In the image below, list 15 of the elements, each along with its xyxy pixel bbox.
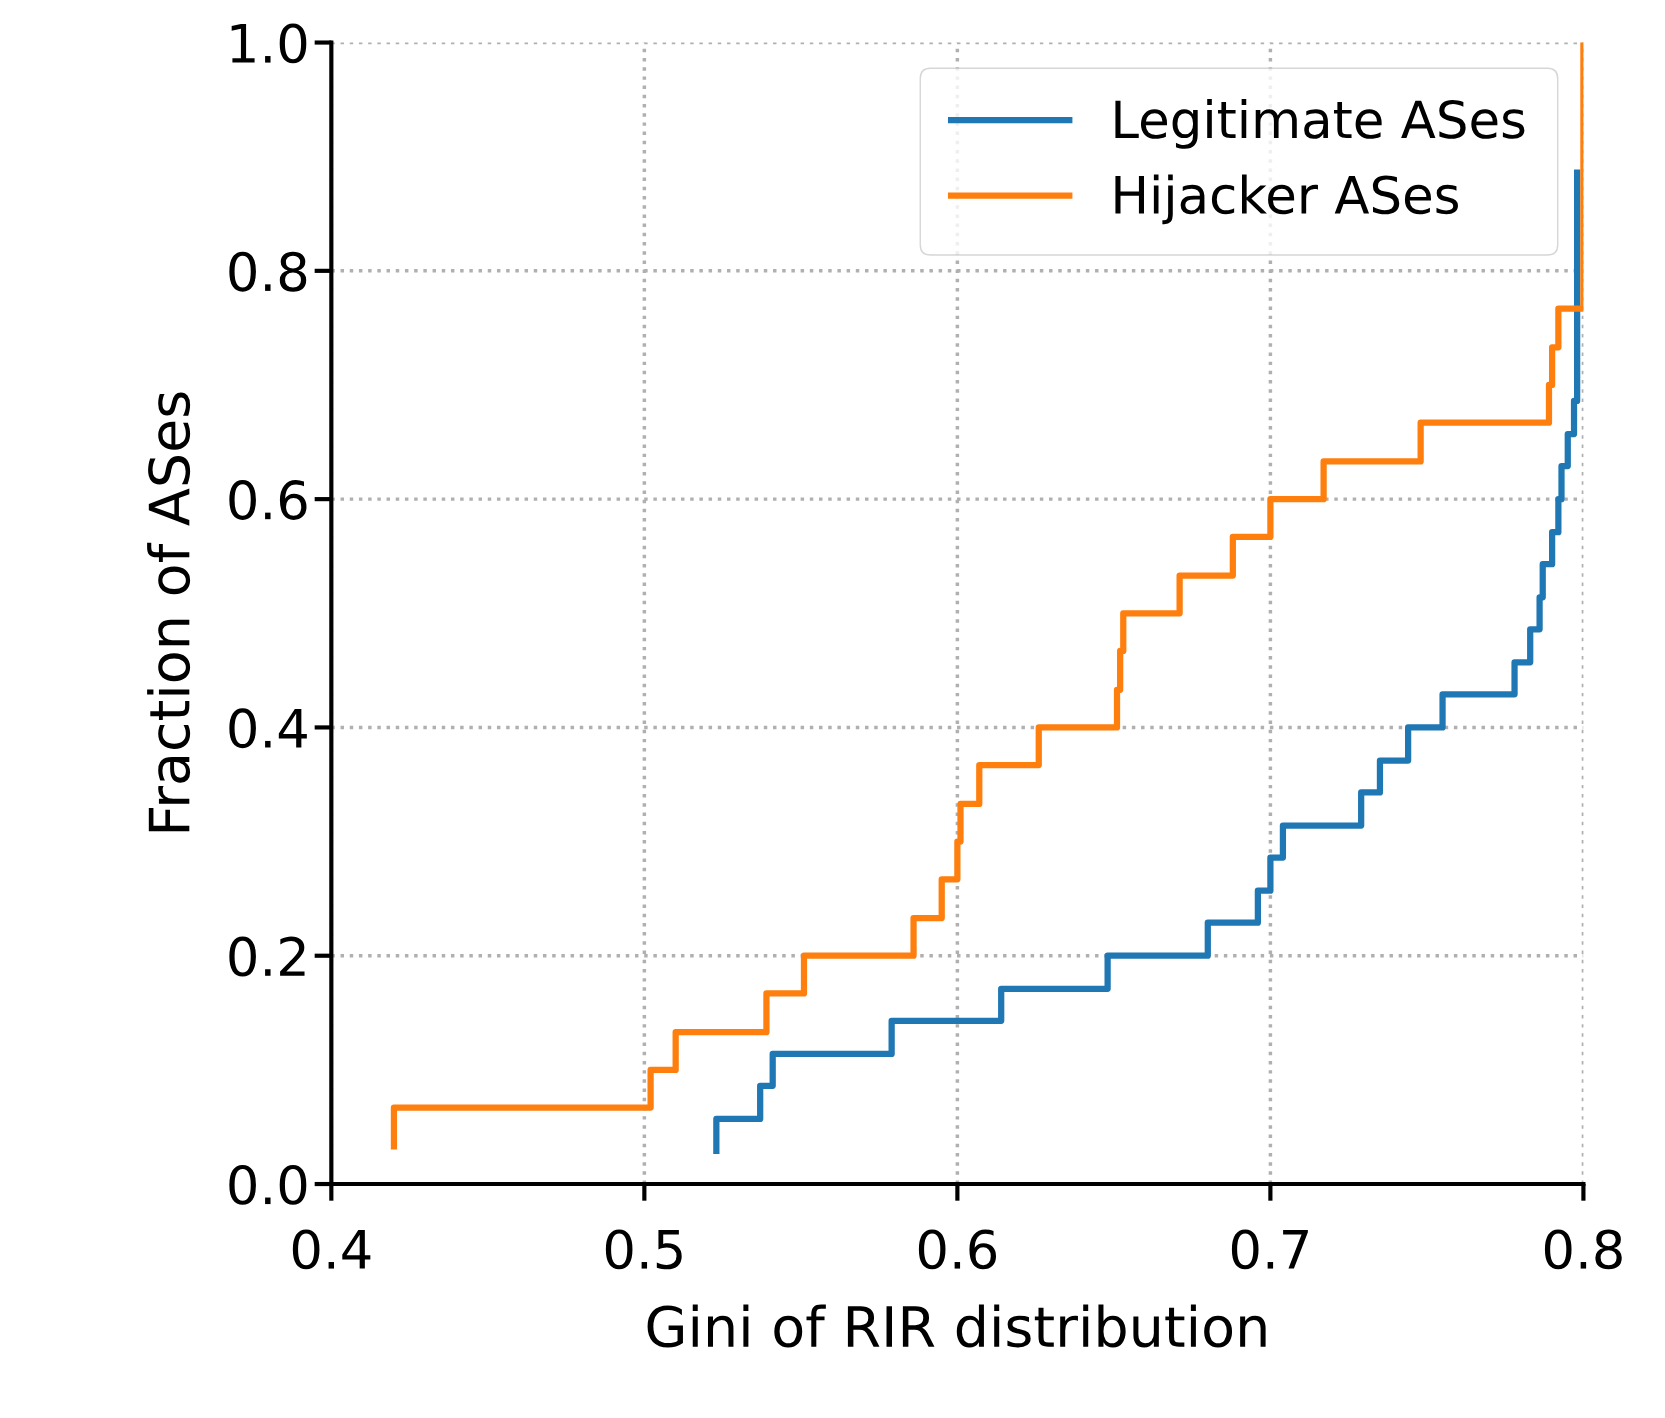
y-tick-label: 1.0 (231, 23, 307, 64)
x-tick-label: 0.6 (918, 1229, 997, 1270)
x-tick-label: 0.7 (1231, 1229, 1308, 1270)
legend-label: Hijacker ASes (1115, 174, 1458, 225)
y-tick-label: 0.2 (229, 936, 305, 977)
y-tick-label: 0.0 (229, 1164, 307, 1205)
x-tick-label: 0.5 (605, 1229, 682, 1270)
y-tick-label: 0.4 (229, 708, 307, 749)
y-tick-label: 0.8 (229, 251, 307, 292)
x-axis-title: Gini of RIR distribution (647, 1304, 1266, 1348)
legend-label: Legitimate ASes (1115, 99, 1525, 149)
y-axis-title: Fraction of ASes (147, 392, 191, 832)
y-tick-label: 0.6 (229, 480, 307, 520)
x-tick-label: 0.8 (1544, 1229, 1622, 1270)
x-tick-label: 0.4 (292, 1229, 371, 1270)
